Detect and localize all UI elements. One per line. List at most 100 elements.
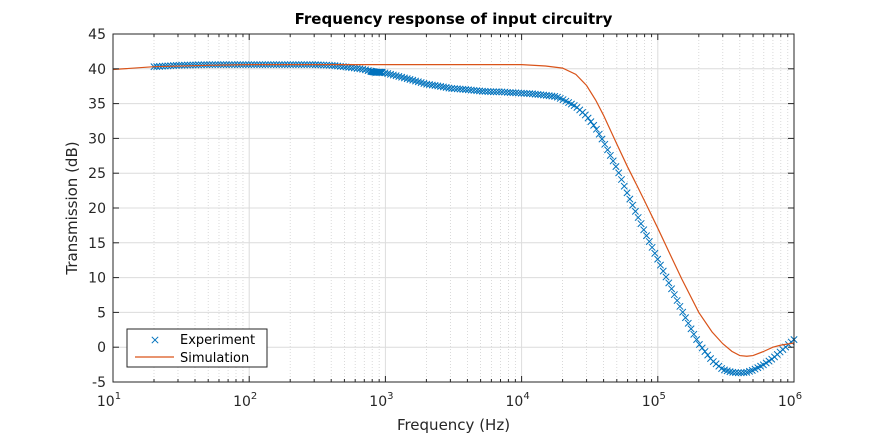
experiment-marker (200, 61, 208, 69)
experiment-marker (439, 83, 447, 91)
x-tick-label: 102 (233, 391, 257, 410)
experiment-marker (531, 90, 539, 98)
experiment-marker (400, 74, 408, 82)
experiment-marker (448, 84, 456, 92)
y-tick-label: 5 (97, 305, 106, 321)
experiment-marker (704, 351, 712, 359)
grid-layer (112, 33, 795, 383)
experiment-marker (740, 368, 748, 377)
experiment-marker (681, 314, 690, 322)
experiment-marker (676, 302, 684, 310)
experiment-marker (420, 79, 428, 87)
experiment-marker (606, 151, 614, 159)
experiment-marker (361, 66, 370, 74)
experiment-marker (194, 61, 203, 69)
experiment-marker (377, 68, 385, 76)
experiment-marker (181, 61, 189, 69)
experiment-marker (642, 232, 651, 240)
experiment-marker (374, 68, 382, 76)
experiment-marker (506, 89, 514, 97)
experiment-marker (395, 72, 403, 81)
experiment-marker (726, 368, 734, 376)
experiment-marker (687, 325, 695, 333)
experiment-marker (695, 340, 703, 349)
experiment-marker (478, 87, 486, 95)
experiment-marker (617, 175, 626, 184)
experiment-marker (598, 135, 606, 143)
experiment-marker (328, 61, 336, 69)
y-tick-labels: -5 0 5 10 15 20 25 30 35 40 45 (88, 27, 106, 391)
experiment-marker (476, 87, 484, 95)
y-tick-label: 25 (88, 166, 106, 182)
experiment-marker (679, 308, 687, 316)
experiment-marker (175, 61, 183, 69)
experiment-marker (509, 89, 517, 97)
y-tick-label: 35 (88, 97, 106, 113)
experiment-marker (684, 319, 692, 327)
experiment-marker (648, 243, 656, 251)
y-tick-label: -5 (92, 375, 106, 391)
experiment-marker (334, 62, 342, 70)
y-axis-label: Transmission (dB) (63, 141, 81, 275)
experiment-marker (528, 90, 536, 98)
experiment-marker (609, 157, 617, 165)
experiment-marker (629, 201, 637, 209)
experiment-marker (517, 89, 525, 97)
legend-x-marker (151, 336, 159, 344)
experiment-marker (523, 89, 531, 98)
experiment-marker (584, 114, 592, 122)
y-tick-label: 15 (88, 236, 106, 252)
experiment-marker (203, 61, 211, 69)
experiment-marker (456, 85, 464, 93)
experiment-marker (398, 73, 406, 81)
experiment-marker (442, 83, 450, 92)
experiment-marker (503, 88, 511, 96)
x-tick-label: 105 (642, 391, 666, 410)
experiment-marker (197, 61, 205, 69)
experiment-marker (526, 90, 534, 98)
experiment-marker (668, 285, 676, 293)
experiment-marker (690, 330, 698, 338)
experiment-marker (389, 71, 397, 79)
experiment-marker (403, 75, 411, 83)
y-tick-label: 40 (88, 62, 106, 78)
experiment-marker (189, 61, 197, 69)
experiment-marker (495, 88, 503, 96)
experiment-marker (208, 61, 216, 69)
experiment-marker (183, 61, 191, 69)
experiment-marker (729, 368, 737, 376)
experiment-marker (698, 344, 706, 352)
experiment-marker (453, 85, 461, 93)
experiment-marker (376, 68, 384, 76)
experiment-marker (487, 88, 495, 96)
experiment-marker (601, 140, 609, 148)
experiment-marker (392, 72, 400, 80)
experiment-marker (612, 162, 620, 171)
series-line-simulation (112, 64, 795, 357)
experiment-marker (464, 86, 472, 94)
experiment-marker (375, 68, 383, 76)
experiment-marker (637, 220, 645, 228)
x-axis-label: Frequency (Hz) (397, 416, 510, 434)
y-tick-label: 10 (88, 271, 106, 287)
experiment-marker (178, 61, 186, 69)
experiment-marker (626, 195, 634, 203)
experiment-marker (423, 80, 431, 88)
experiment-marker (377, 68, 386, 76)
experiment-marker (595, 130, 603, 138)
experiment-marker (498, 88, 506, 96)
experiment-marker (484, 87, 492, 96)
tick-layer (112, 33, 795, 383)
experiment-marker (737, 369, 745, 377)
experiment-marker (651, 249, 659, 257)
experiment-marker (665, 279, 673, 287)
experiment-marker (206, 61, 214, 69)
experiment-marker (659, 267, 667, 275)
experiment-marker (192, 61, 200, 69)
experiment-marker (590, 121, 598, 129)
experiment-marker (654, 255, 662, 263)
experiment-marker (428, 81, 436, 89)
experiment-marker (473, 87, 481, 95)
experiment-marker (548, 92, 556, 100)
